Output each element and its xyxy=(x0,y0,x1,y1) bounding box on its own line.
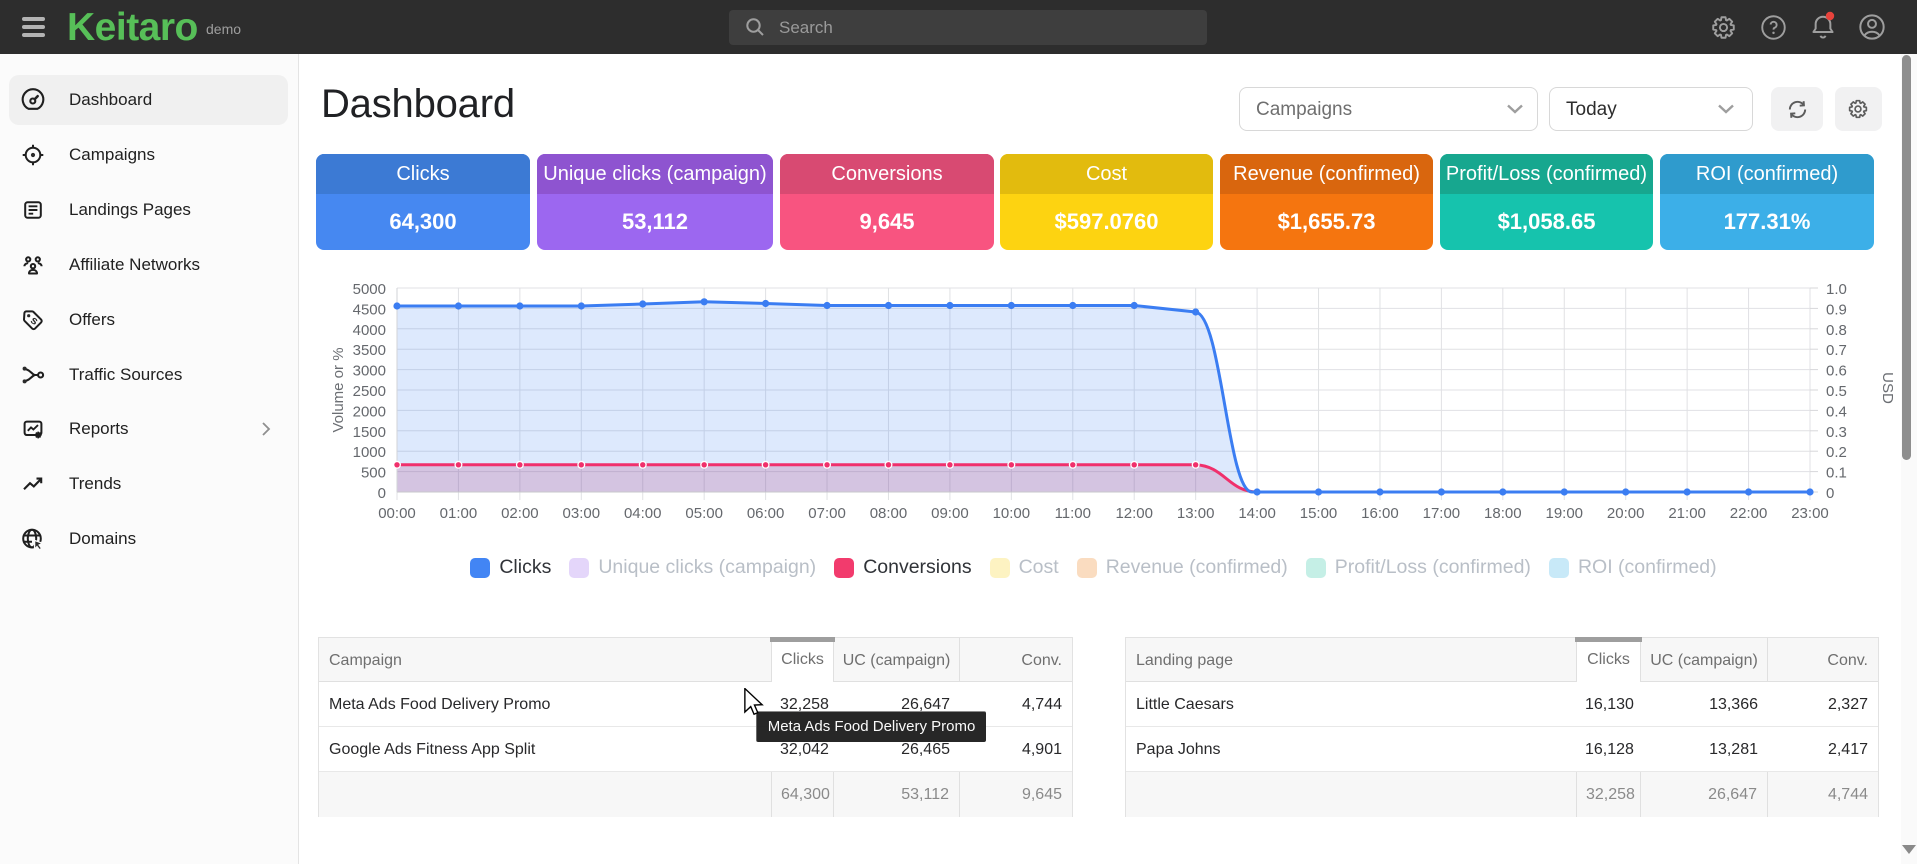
svg-text:USD: USD xyxy=(1879,372,1896,404)
svg-text:0.6: 0.6 xyxy=(1826,363,1847,380)
svg-text:23:00: 23:00 xyxy=(1791,505,1829,522)
svg-text:06:00: 06:00 xyxy=(747,505,785,522)
svg-text:01:00: 01:00 xyxy=(440,505,478,522)
svg-text:17:00: 17:00 xyxy=(1423,505,1461,522)
svg-text:20:00: 20:00 xyxy=(1607,505,1645,522)
svg-text:04:00: 04:00 xyxy=(624,505,662,522)
svg-text:03:00: 03:00 xyxy=(563,505,601,522)
svg-text:1.0: 1.0 xyxy=(1826,281,1847,298)
svg-text:2500: 2500 xyxy=(353,383,386,400)
svg-text:21:00: 21:00 xyxy=(1668,505,1706,522)
svg-text:12:00: 12:00 xyxy=(1115,505,1153,522)
svg-text:0.1: 0.1 xyxy=(1826,465,1847,482)
svg-text:Volume or %: Volume or % xyxy=(330,347,347,432)
svg-text:19:00: 19:00 xyxy=(1545,505,1583,522)
svg-text:4000: 4000 xyxy=(353,322,386,339)
svg-text:13:00: 13:00 xyxy=(1177,505,1215,522)
svg-text:14:00: 14:00 xyxy=(1238,505,1276,522)
svg-text:09:00: 09:00 xyxy=(931,505,969,522)
svg-text:4500: 4500 xyxy=(353,301,386,318)
svg-text:1500: 1500 xyxy=(353,424,386,441)
svg-text:15:00: 15:00 xyxy=(1300,505,1338,522)
svg-text:18:00: 18:00 xyxy=(1484,505,1522,522)
svg-text:07:00: 07:00 xyxy=(808,505,846,522)
svg-text:11:00: 11:00 xyxy=(1055,505,1091,522)
svg-text:05:00: 05:00 xyxy=(685,505,723,522)
svg-text:0.5: 0.5 xyxy=(1826,383,1847,400)
svg-text:0.9: 0.9 xyxy=(1826,301,1847,318)
svg-text:0.2: 0.2 xyxy=(1826,444,1847,461)
svg-text:0.7: 0.7 xyxy=(1826,342,1847,359)
svg-text:0.4: 0.4 xyxy=(1826,403,1847,420)
svg-text:02:00: 02:00 xyxy=(501,505,539,522)
svg-text:3000: 3000 xyxy=(353,363,386,380)
svg-text:16:00: 16:00 xyxy=(1361,505,1399,522)
svg-text:5000: 5000 xyxy=(353,281,386,298)
svg-text:1000: 1000 xyxy=(353,444,386,461)
svg-text:500: 500 xyxy=(361,465,386,482)
svg-text:08:00: 08:00 xyxy=(870,505,908,522)
svg-text:0.8: 0.8 xyxy=(1826,322,1847,339)
svg-text:3500: 3500 xyxy=(353,342,386,359)
svg-text:2000: 2000 xyxy=(353,403,386,420)
svg-text:0.3: 0.3 xyxy=(1826,424,1847,441)
svg-text:0: 0 xyxy=(1826,485,1834,502)
svg-text:10:00: 10:00 xyxy=(993,505,1031,522)
svg-text:00:00: 00:00 xyxy=(378,505,416,522)
svg-text:22:00: 22:00 xyxy=(1730,505,1768,522)
svg-text:0: 0 xyxy=(378,485,386,502)
